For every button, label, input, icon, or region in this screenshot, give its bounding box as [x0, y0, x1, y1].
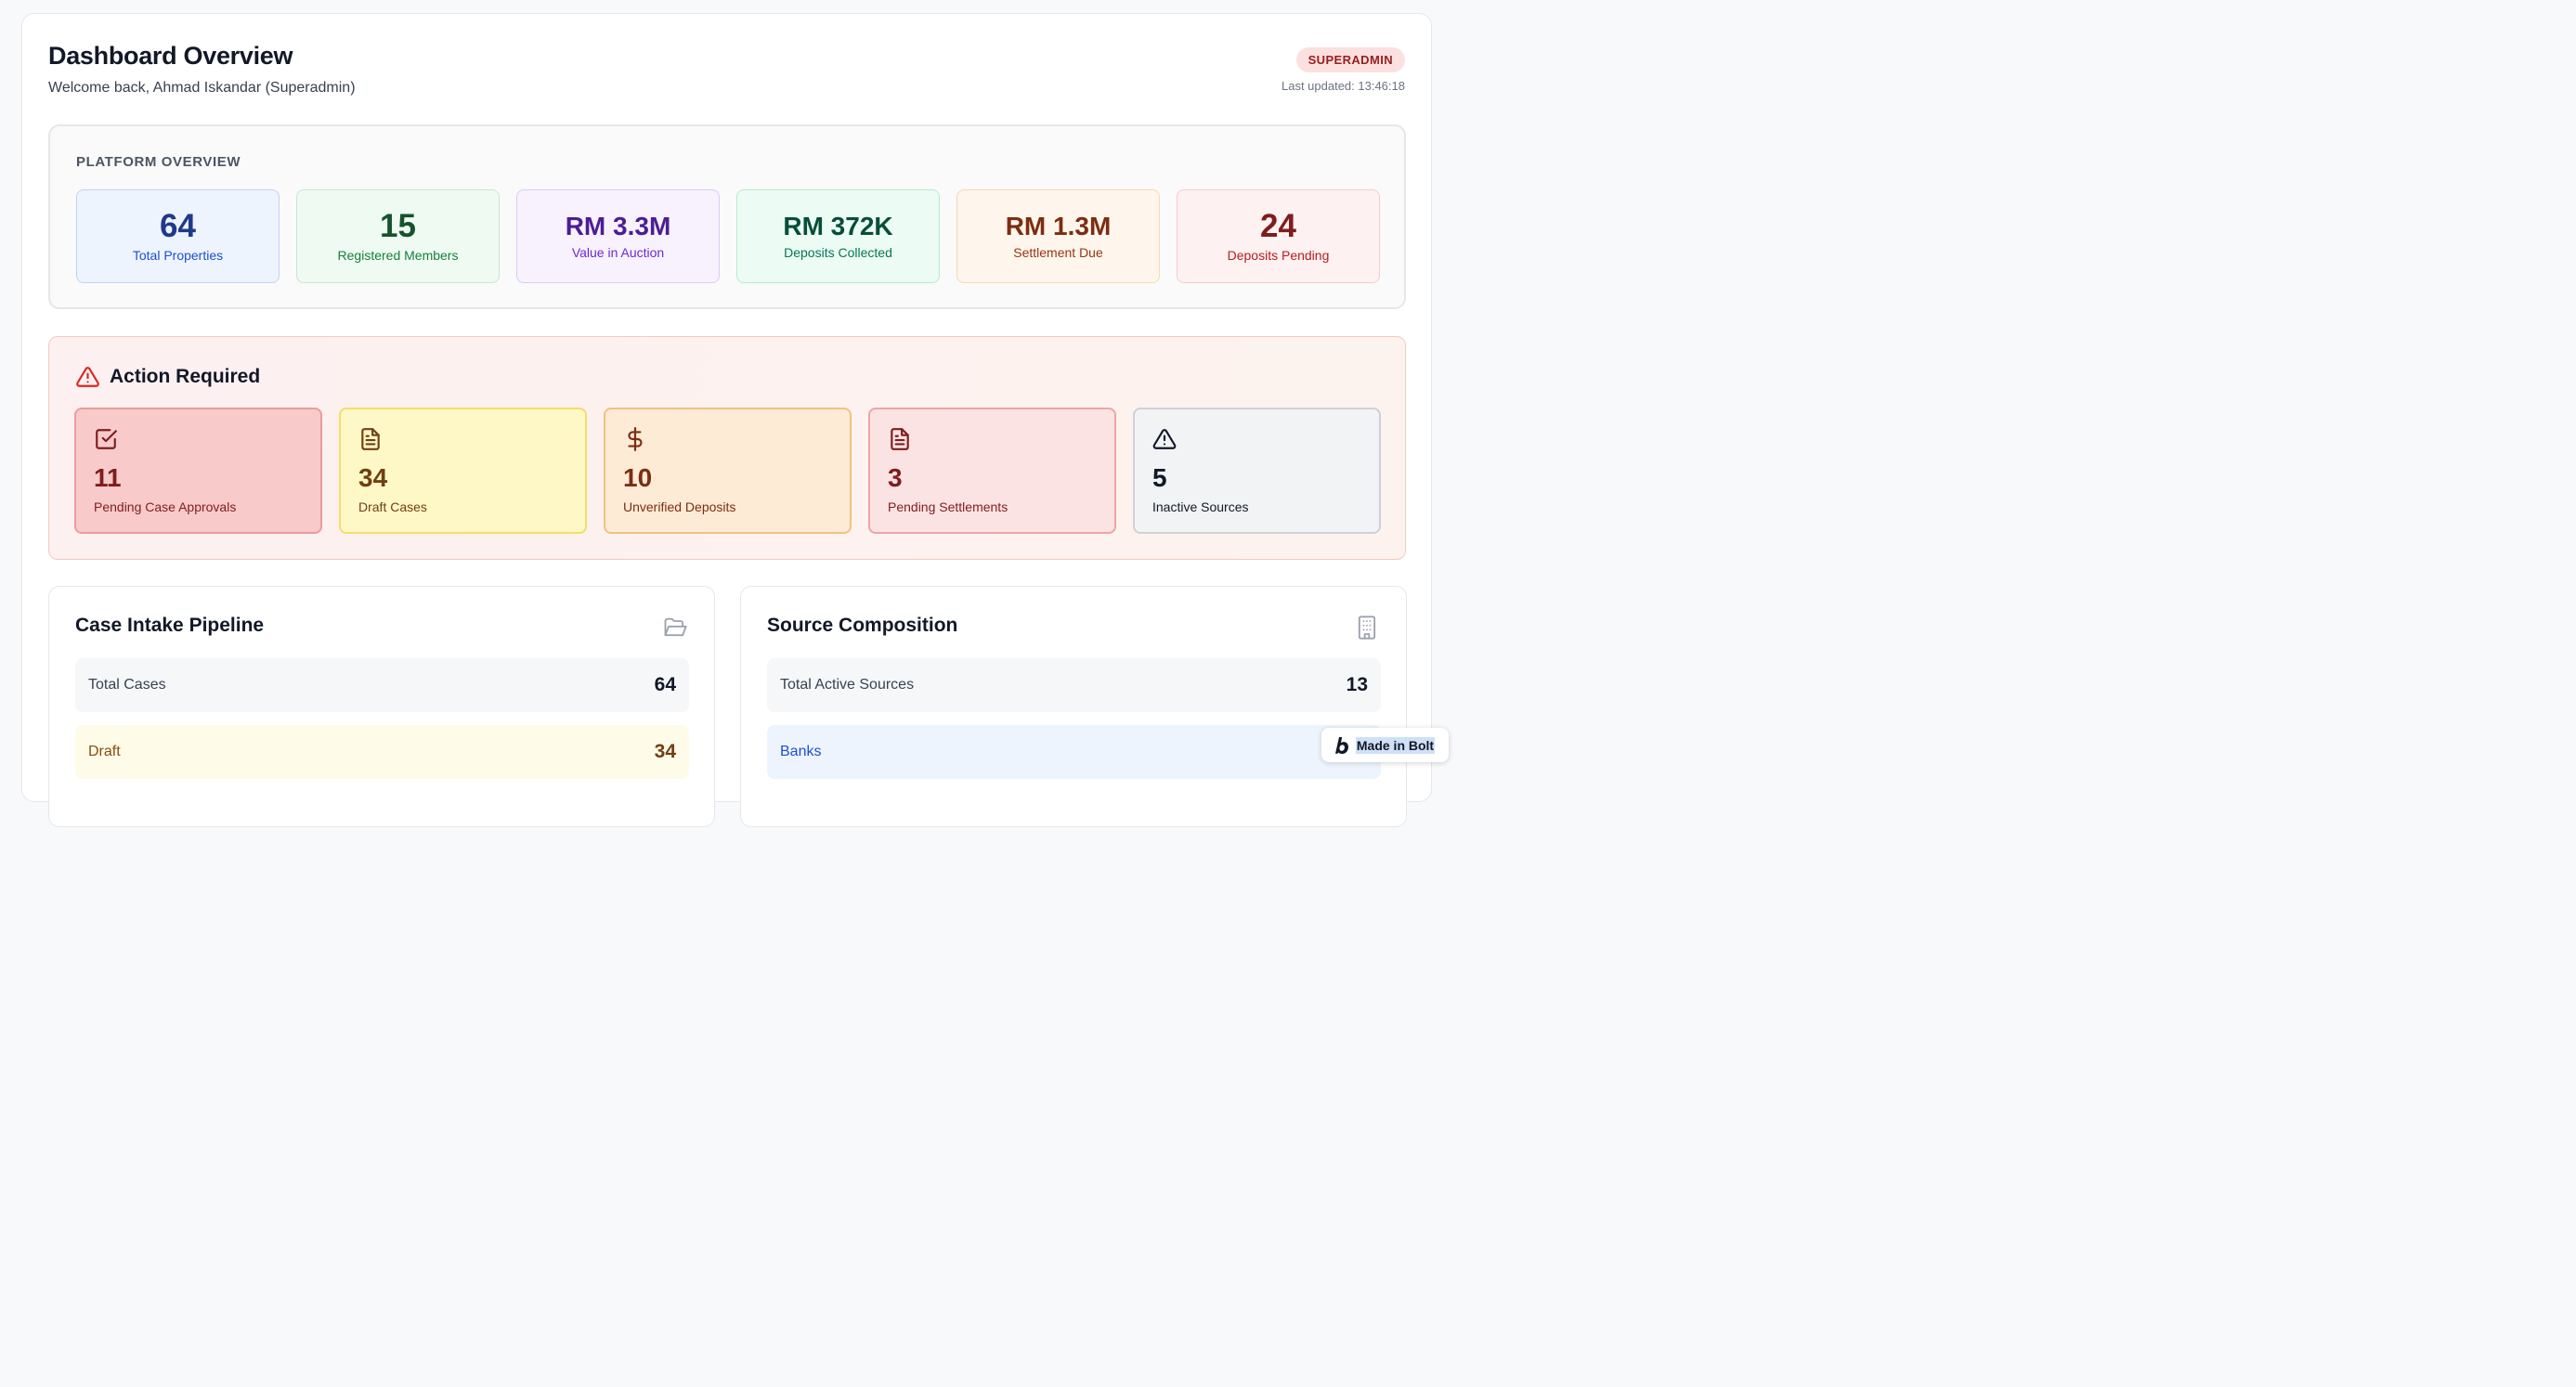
action-required-header: Action Required [75, 365, 260, 389]
stat-label: Deposits Collected [784, 244, 892, 260]
stat-value: RM 1.3M [1005, 212, 1112, 241]
action-card-count: 10 [623, 463, 653, 492]
document-icon [361, 428, 380, 450]
stat-label: Deposits Pending [1227, 248, 1330, 264]
stat-deposits-collected[interactable]: RM 372K Deposits Collected [736, 189, 940, 283]
action-card-count: 11 [94, 463, 122, 492]
bolt-badge-label: Made in Bolt [1355, 736, 1436, 754]
action-required-title: Action Required [110, 366, 261, 387]
platform-overview-label: PLATFORM OVERVIEW [76, 154, 241, 170]
made-in-bolt-badge[interactable]: Made in Bolt [1321, 728, 1449, 762]
action-cards: 11 Pending Case Approvals 34 Draft Cases… [74, 408, 1381, 534]
role-badge: SUPERADMIN [1295, 47, 1405, 72]
welcome-text: Welcome back, Ahmad Iskandar (Superadmin… [48, 80, 356, 96]
case-row-value: 34 [654, 741, 676, 762]
action-card-label: Unverified Deposits [623, 499, 736, 514]
stat-label: Total Properties [132, 248, 224, 264]
case-intake-panel: Case Intake Pipeline Total Cases 64 Draf… [48, 586, 715, 827]
platform-stats: 64 Total Properties 15 Registered Member… [76, 189, 1380, 283]
stat-value-in-auction[interactable]: RM 3.3M Value in Auction [516, 189, 720, 283]
source-row-banks[interactable]: Banks [767, 725, 1381, 779]
action-card-label: Pending Case Approvals [94, 499, 237, 514]
source-composition-panel: Source Composition Total Active Sources … [740, 586, 1407, 827]
stat-label: Registered Members [337, 248, 459, 264]
source-composition-title: Source Composition [767, 615, 958, 636]
stat-label: Settlement Due [1013, 244, 1103, 260]
action-card-label: Inactive Sources [1152, 499, 1249, 514]
source-row-label: Total Active Sources [780, 677, 915, 693]
case-row-label: Total Cases [88, 677, 166, 693]
bolt-logo-icon [1334, 736, 1348, 754]
folder-open-icon[interactable] [662, 615, 688, 641]
building-icon[interactable] [1354, 615, 1380, 641]
stat-value: 15 [380, 207, 416, 244]
stat-value: RM 372K [783, 212, 893, 241]
warning-triangle-icon [1152, 429, 1177, 449]
source-row-value: 13 [1346, 674, 1368, 695]
source-row-label: Banks [780, 744, 822, 759]
document-icon [891, 428, 909, 450]
stat-value: 64 [160, 207, 196, 244]
action-required-card: Action Required 11 Pending Case Approval… [48, 336, 1406, 560]
check-square-icon [96, 429, 117, 449]
case-row-draft[interactable]: Draft 34 [75, 725, 689, 779]
stat-total-properties[interactable]: 64 Total Properties [76, 189, 280, 283]
action-card-label: Pending Settlements [888, 499, 1008, 514]
action-card-draft-cases[interactable]: 34 Draft Cases [339, 408, 587, 534]
action-card-count: 5 [1152, 463, 1167, 492]
stat-label: Value in Auction [571, 244, 665, 260]
platform-overview-card: PLATFORM OVERVIEW 64 Total Properties 15… [48, 124, 1406, 309]
last-updated-text: Last updated: 13:46:18 [1281, 79, 1405, 93]
dashboard-page: Dashboard Overview Welcome back, Ahmad I… [21, 13, 1432, 827]
action-card-inactive-sources[interactable]: 5 Inactive Sources [1133, 408, 1381, 534]
action-card-unverified-deposits[interactable]: 10 Unverified Deposits [604, 408, 852, 534]
case-row-total[interactable]: Total Cases 64 [75, 658, 689, 712]
source-row-total[interactable]: Total Active Sources 13 [767, 658, 1381, 712]
action-card-count: 3 [888, 463, 903, 492]
page-title: Dashboard Overview [48, 42, 293, 70]
action-card-count: 34 [358, 463, 388, 492]
case-row-label: Draft [88, 744, 121, 759]
action-card-pending-settlements[interactable]: 3 Pending Settlements [868, 408, 1116, 534]
case-intake-title: Case Intake Pipeline [75, 615, 265, 636]
alert-triangle-icon [76, 367, 99, 387]
dollar-icon [628, 427, 643, 451]
stat-registered-members[interactable]: 15 Registered Members [296, 189, 500, 283]
stat-value: 24 [1260, 207, 1296, 244]
page-header: Dashboard Overview Welcome back, Ahmad I… [48, 42, 1405, 107]
stat-value: RM 3.3M [565, 212, 671, 241]
action-card-label: Draft Cases [358, 499, 427, 514]
stat-settlement-due[interactable]: RM 1.3M Settlement Due [956, 189, 1160, 283]
case-row-value: 64 [654, 674, 676, 695]
action-card-pending-approvals[interactable]: 11 Pending Case Approvals [74, 408, 322, 534]
stat-deposits-pending[interactable]: 24 Deposits Pending [1177, 189, 1380, 283]
